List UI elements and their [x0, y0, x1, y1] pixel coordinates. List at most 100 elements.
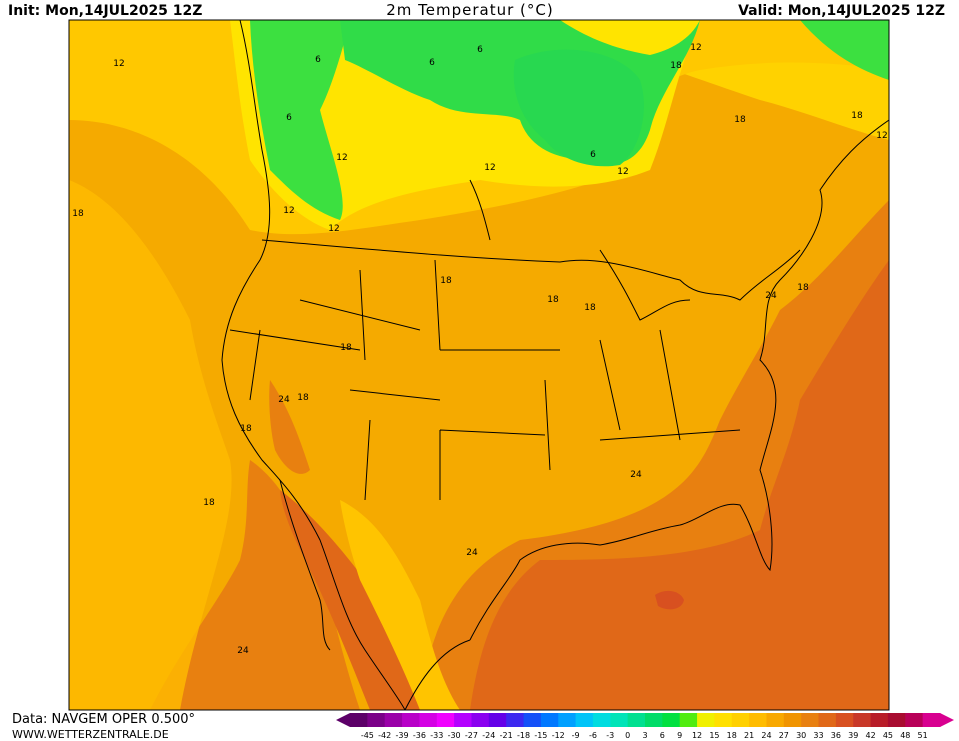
contour-label: 12 [876, 131, 887, 141]
valid-time: Valid: Mon,14JUL2025 12Z [738, 3, 945, 19]
contour-label: 6 [590, 150, 596, 160]
color-bar-label: 12 [692, 731, 702, 740]
color-bar-label: 0 [625, 731, 630, 740]
website: WWW.WETTERZENTRALE.DE [12, 728, 169, 741]
data-source: Data: NAVGEM OPER 0.500° [12, 712, 195, 727]
color-bar-arrow [940, 713, 954, 727]
color-swatch [801, 713, 820, 727]
contour-label: 18 [203, 498, 215, 508]
color-swatch [540, 713, 559, 727]
color-bar-label: -21 [500, 731, 513, 740]
color-swatch [887, 713, 906, 727]
contour-label: 18 [670, 61, 682, 71]
contour-label: 18 [797, 283, 809, 293]
contour-label: 18 [440, 276, 452, 286]
contour-label: 6 [429, 58, 435, 68]
color-bar-label: 3 [642, 731, 647, 740]
contour-label: 24 [630, 470, 642, 480]
color-swatch [835, 713, 854, 727]
color-swatch [783, 713, 802, 727]
color-swatch [645, 713, 663, 727]
color-swatch [384, 713, 403, 727]
color-bar-label: 30 [796, 731, 806, 740]
map: 12 6 6 6 6 12 12 6 12 18 12 18 18 12 18 12 12 18 18 18 24 18 1… [68, 19, 890, 711]
contour-label: 12 [484, 163, 495, 173]
contour-label: 24 [278, 395, 290, 405]
color-bar-label: 27 [779, 731, 789, 740]
color-swatch [714, 713, 733, 727]
color-bar-label: 9 [677, 731, 682, 740]
color-bar: -45 -42 -39 -36 -33 -30 -27 -24 -21 -18 -15 -12 -9 -6… [336, 713, 954, 740]
color-bar-label: 51 [918, 731, 928, 740]
color-bar-label: -3 [606, 731, 614, 740]
contour-label: 6 [315, 55, 321, 65]
contour-label: 18 [340, 343, 352, 353]
init-time: Init: Mon,14JUL2025 12Z [8, 3, 202, 19]
contour-label: 12 [113, 59, 124, 69]
contour-label: 18 [72, 209, 84, 219]
color-bar-label: 33 [813, 731, 823, 740]
color-bar-label: -24 [482, 731, 495, 740]
color-bar-label: -12 [552, 731, 565, 740]
contour-label: 12 [617, 167, 628, 177]
color-swatch [679, 713, 698, 727]
contour-label: 24 [466, 548, 478, 558]
contour-label: 24 [765, 291, 777, 301]
color-bar-label: 18 [727, 731, 737, 740]
color-bar-label: 42 [865, 731, 875, 740]
color-bar-label: -15 [534, 731, 547, 740]
contour-label: 18 [240, 424, 252, 434]
color-swatch [523, 713, 542, 727]
color-bar-label: -39 [396, 731, 409, 740]
color-swatch [922, 713, 941, 727]
contour-label: 18 [297, 393, 309, 403]
color-swatch [662, 713, 681, 727]
color-bar-label: -45 [361, 731, 374, 740]
color-bar-label: 39 [848, 731, 858, 740]
contour-label: 12 [283, 206, 294, 216]
contour-label: 6 [286, 113, 292, 123]
borders [221, 20, 889, 710]
color-swatch [419, 713, 438, 727]
color-swatch [905, 713, 924, 727]
color-swatch [697, 713, 715, 727]
color-bar-label: -33 [430, 731, 443, 740]
color-bar-label: -18 [517, 731, 530, 740]
color-bar-arrow [336, 713, 350, 727]
color-swatch [766, 713, 785, 727]
color-swatch [471, 713, 490, 727]
color-bar-label: 15 [709, 731, 719, 740]
contour-label: 12 [336, 153, 347, 163]
contour-label: 18 [851, 111, 863, 121]
color-bar-label: 48 [900, 731, 910, 740]
color-bar-label: -6 [589, 731, 597, 740]
color-swatch [592, 713, 611, 727]
color-swatch [558, 713, 577, 727]
contour-label: 18 [547, 295, 559, 305]
color-bar-label: -30 [448, 731, 461, 740]
color-swatch [870, 713, 889, 727]
map-title: 2m Temperatur (°C) [386, 1, 554, 19]
contour-label: 18 [734, 115, 746, 125]
color-swatch [818, 713, 837, 727]
color-bar-label: 36 [831, 731, 841, 740]
color-bar-label: -42 [378, 731, 391, 740]
map-frame [68, 19, 890, 711]
color-swatch [627, 713, 646, 727]
contour-label: 6 [477, 45, 483, 55]
color-bar-label: -36 [413, 731, 426, 740]
color-bar-label: 6 [660, 731, 665, 740]
temperature-field [69, 20, 889, 710]
color-swatch [350, 713, 368, 727]
color-bar-label: 24 [761, 731, 771, 740]
color-bar-label: 21 [744, 731, 754, 740]
color-swatch [436, 713, 455, 727]
color-swatch [575, 713, 594, 727]
color-swatch [749, 713, 767, 727]
contour-label: 18 [584, 303, 596, 313]
color-bar-label: -9 [572, 731, 580, 740]
color-swatch [506, 713, 525, 727]
contour-label: 24 [237, 646, 249, 656]
color-swatch [853, 713, 872, 727]
